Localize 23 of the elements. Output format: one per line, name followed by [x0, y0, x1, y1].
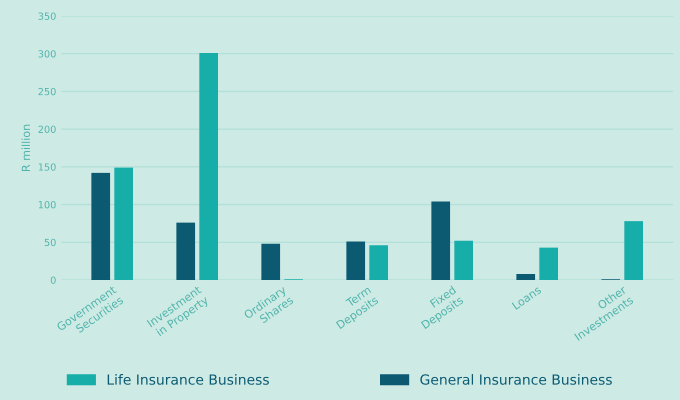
- bar: [369, 245, 388, 280]
- y-tick-label: 250: [38, 88, 56, 96]
- y-axis-title: R million: [21, 124, 30, 172]
- y-tick-label: 300: [38, 50, 56, 58]
- bar: [624, 221, 644, 280]
- bar: [516, 274, 536, 280]
- bar: [539, 248, 558, 280]
- bar: [431, 202, 450, 280]
- y-tick-label: 0: [50, 276, 56, 284]
- bar: [91, 172, 110, 280]
- y-tick-label: 150: [38, 163, 56, 171]
- bar: [176, 222, 196, 280]
- legend-label: Life Insurance Business: [108, 374, 269, 385]
- y-tick-label: 50: [44, 238, 56, 246]
- bar: [346, 242, 366, 280]
- bar: [454, 240, 474, 280]
- bar: [199, 52, 218, 280]
- bar: [261, 244, 280, 280]
- y-tick-label: 350: [38, 12, 56, 20]
- bar: [114, 168, 134, 280]
- y-tick-label: 200: [38, 126, 56, 133]
- y-tick-label: 100: [38, 201, 56, 208]
- legend-label: General Insurance Business: [420, 374, 612, 385]
